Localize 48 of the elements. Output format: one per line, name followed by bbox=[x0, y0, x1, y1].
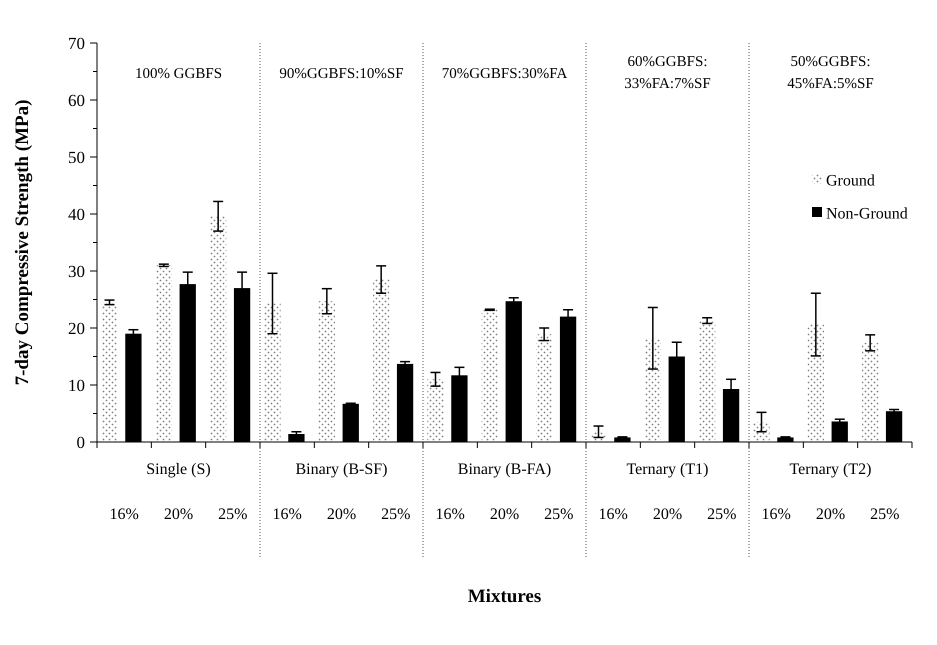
x-tick-label: 16% bbox=[272, 506, 302, 523]
x-tick-label: 16% bbox=[762, 506, 791, 523]
x-tick-label: 25% bbox=[544, 506, 574, 523]
x-tick-label: 20% bbox=[652, 506, 682, 523]
x-tick-label: 25% bbox=[707, 506, 736, 523]
annotation: 60%GGBFS: 33%FA:7%SF bbox=[624, 54, 711, 92]
text: Binary (B-FA) bbox=[458, 461, 552, 478]
x-tick-label: 20% bbox=[816, 506, 846, 523]
annotation: 50%GGBFS: 45%FA:5%SF bbox=[787, 54, 874, 92]
y-tick-label: 70 bbox=[68, 34, 85, 53]
x-tick-label: 16% bbox=[598, 506, 628, 523]
y-tick-label: 50 bbox=[68, 148, 85, 167]
x-tick-label: 20% bbox=[490, 506, 520, 523]
bar bbox=[156, 265, 172, 442]
text: Single (S) bbox=[146, 461, 211, 478]
x-tick-label: 16% bbox=[436, 506, 465, 523]
x-tick-label: 16% bbox=[110, 506, 139, 523]
legend-label: Non-Ground bbox=[826, 206, 908, 223]
x-axis-title: Mixtures bbox=[468, 586, 542, 607]
annotation: 70%GGBFS:30%FA bbox=[442, 66, 568, 82]
text: Binary (B-SF) bbox=[296, 461, 388, 478]
x-tick-label: 20% bbox=[164, 506, 194, 523]
bar bbox=[644, 338, 661, 442]
legend-label: Ground bbox=[826, 172, 875, 190]
y-tick-label: 10 bbox=[68, 376, 85, 395]
annotation: 90%GGBFS:10%SF bbox=[279, 66, 404, 82]
bar bbox=[482, 310, 498, 442]
y-tick-label: 0 bbox=[76, 432, 85, 452]
bar bbox=[318, 301, 335, 442]
bar bbox=[101, 302, 118, 442]
text: Ternary (T1) bbox=[626, 461, 708, 478]
text: Ternary (T2) bbox=[790, 461, 872, 478]
bar bbox=[862, 342, 878, 442]
x-tick-label: 25% bbox=[381, 506, 410, 523]
y-tick-label: 40 bbox=[68, 204, 85, 224]
y-tick-label: 30 bbox=[68, 262, 85, 281]
bar bbox=[427, 379, 444, 442]
annotation: 100% GGBFS bbox=[134, 66, 222, 82]
x-tick-label: 25% bbox=[870, 506, 900, 523]
y-tick-label: 20 bbox=[68, 318, 85, 338]
x-tick-label: 25% bbox=[218, 506, 248, 523]
bar bbox=[699, 320, 716, 442]
y-tick-label: 60 bbox=[68, 90, 85, 110]
bar bbox=[536, 334, 552, 442]
x-tick-label: 20% bbox=[326, 506, 356, 523]
bar bbox=[373, 280, 390, 442]
y-axis-title: 7-day Compressive Strength (MPa) bbox=[12, 100, 33, 386]
bar bbox=[808, 324, 824, 442]
